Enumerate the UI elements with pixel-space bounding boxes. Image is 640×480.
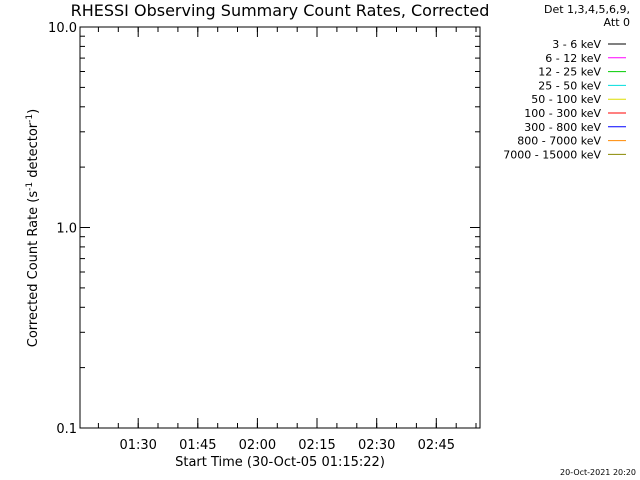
y-axis-ticks: 0.1 1.0 10.0 [48,21,480,437]
y-tick-label: 1.0 [56,222,77,237]
x-tick-label: 02:30 [358,438,395,453]
x-tick-label: 02:00 [239,438,276,453]
x-tick-label: 01:30 [119,438,156,453]
legend-label: 7000 - 15000 keV [503,148,601,161]
x-axis-label: Start Time (30-Oct-05 01:15:22) [175,455,385,470]
y-axis-label-part3: ) [26,109,41,114]
legend-label: 800 - 7000 keV [517,135,601,148]
legend-label: 25 - 50 keV [538,79,601,92]
plot-frame [79,26,481,429]
legend-header: Att 0 [604,16,630,29]
legend-label: 100 - 300 keV [524,107,601,120]
y-axis-label-sup2: -1 [25,114,35,123]
y-tick-label: 10.0 [48,21,77,36]
legend-label: 300 - 800 keV [524,121,601,134]
x-tick-label: 02:45 [418,438,455,453]
legend-label: 6 - 12 keV [545,52,601,65]
legend-label: 3 - 6 keV [552,38,601,51]
legend-header: Det 1,3,4,5,6,9, [544,3,630,16]
y-axis-label-part2: detector [26,122,41,182]
x-tick-label: 01:45 [179,438,216,453]
legend-label: 12 - 25 keV [538,66,601,79]
y-axis-label-part1: Corrected Count Rate (s [26,191,41,348]
footer-timestamp: 20-Oct-2021 20:20 [560,468,636,477]
chart-title: RHESSI Observing Summary Count Rates, Co… [71,1,490,20]
legend-label: 50 - 100 keV [531,93,601,106]
y-tick-label: 0.1 [56,422,77,437]
x-tick-label: 02:15 [298,438,335,453]
y-axis-label-sup1: -1 [25,182,35,191]
x-axis-ticks: 01:30 01:45 02:00 02:15 02:30 02:45 [97,27,477,453]
y-axis-label: Corrected Count Rate (s-1 detector-1) [25,109,41,347]
